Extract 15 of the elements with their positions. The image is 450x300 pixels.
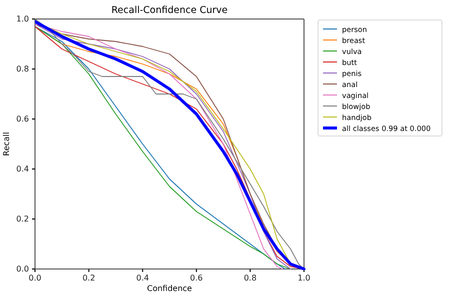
x-axis-title: Confidence (147, 284, 192, 293)
y-tick-label: 1.0 (16, 14, 29, 24)
x-tick-label: 0.8 (244, 274, 257, 283)
y-tick-label: 0.8 (16, 64, 29, 74)
y-axis-title: Recall (2, 132, 11, 156)
y-tick-label: 0.0 (16, 264, 29, 274)
x-tick-label: 0.6 (190, 274, 203, 283)
x-tick-label: 0.4 (136, 274, 149, 283)
y-tick-label: 0.4 (16, 164, 29, 174)
chart-title: Recall-Confidence Curve (111, 5, 228, 16)
x-tick-label: 0.2 (82, 274, 96, 283)
x-tick-label: 1.0 (298, 274, 310, 283)
x-tick-label: 0.0 (28, 274, 42, 283)
y-tick-label: 0.6 (16, 114, 29, 124)
y-tick-label: 0.2 (16, 214, 29, 224)
